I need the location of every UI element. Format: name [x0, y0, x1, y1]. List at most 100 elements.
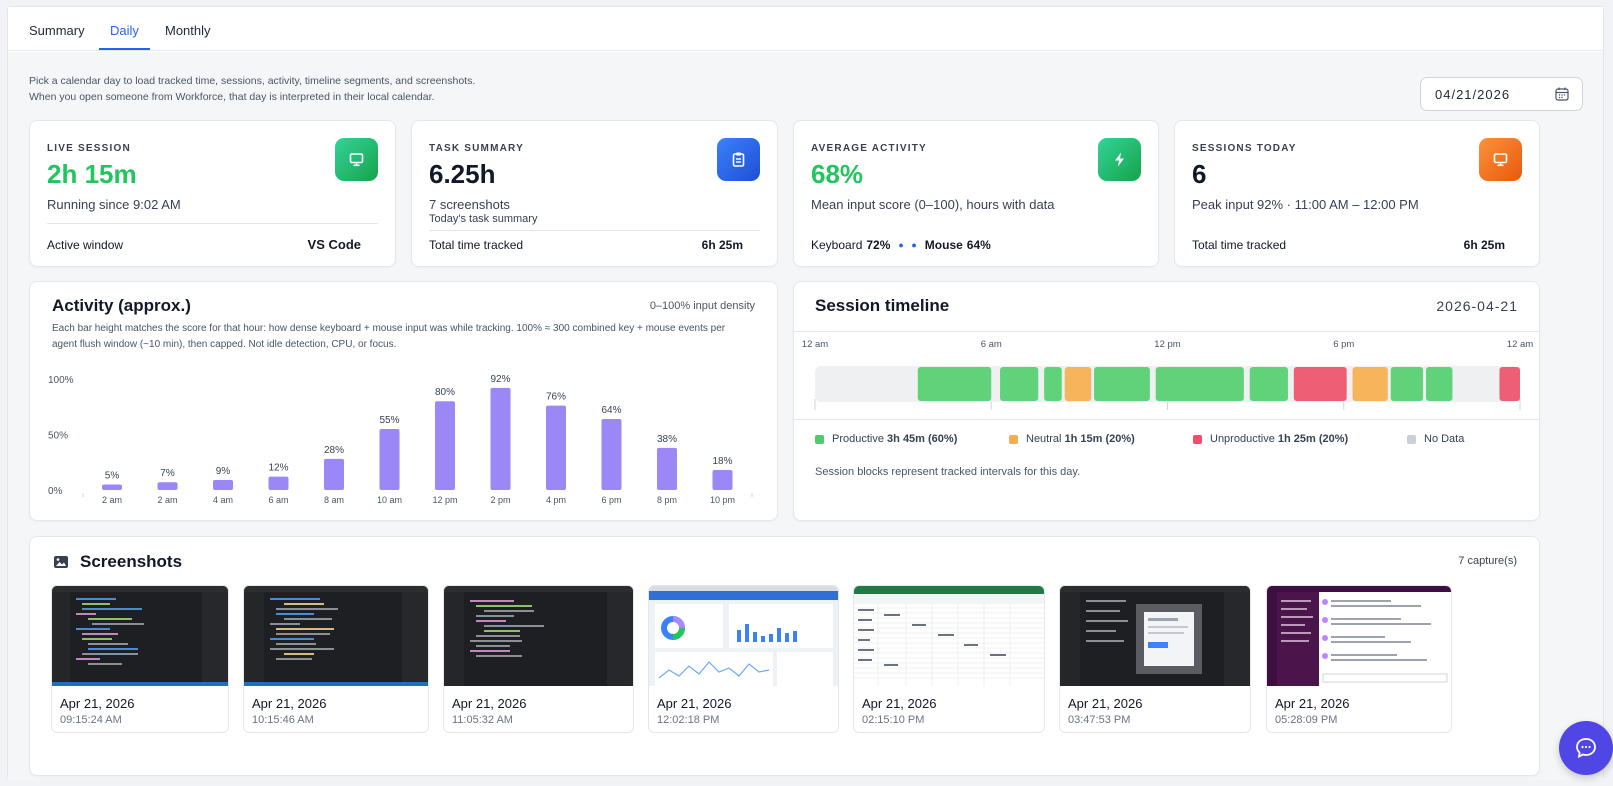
- session-block-productive[interactable]: [1000, 367, 1039, 401]
- stat-footer: Active window VS Code: [47, 237, 378, 252]
- activity-bar[interactable]: [213, 480, 233, 490]
- screenshot-card[interactable]: Apr 21, 2026 02:15:10 PM: [853, 585, 1045, 733]
- legend-label: Unproductive: [1210, 433, 1275, 445]
- session-block-neutral[interactable]: [1352, 367, 1388, 401]
- screenshot-time: 12:02:18 PM: [657, 714, 720, 726]
- timeline-tick-label: 12 am: [1507, 339, 1533, 350]
- input-breakdown: Keyboard 72% ● ● Mouse 64%: [811, 238, 1141, 252]
- session-block-unproductive[interactable]: [1293, 367, 1347, 401]
- date-picker[interactable]: 04/21/2026: [1420, 77, 1583, 111]
- stat-caption: Today's task summary: [429, 213, 538, 225]
- stat-label: SESSIONS TODAY: [1192, 143, 1297, 154]
- session-block-productive[interactable]: [917, 367, 992, 401]
- intro-line: Pick a calendar day to load tracked time…: [29, 75, 476, 87]
- divider: [794, 331, 1539, 332]
- screenshot-date: Apr 21, 2026: [1275, 696, 1350, 711]
- session-block-productive[interactable]: [1390, 367, 1424, 401]
- code-editor-thumbnail: [244, 586, 428, 686]
- y-tick-label: 0%: [48, 486, 63, 497]
- screenshot-thumbnail[interactable]: [244, 586, 428, 686]
- screenshot-time: 02:15:10 PM: [862, 714, 925, 726]
- bar-value-label: 5%: [105, 470, 120, 481]
- screenshot-thumbnail[interactable]: [52, 586, 228, 686]
- activity-bar[interactable]: [435, 401, 455, 490]
- legend-value: 3h 45m (60%): [887, 433, 958, 445]
- timeline-tick-label: 12 pm: [1154, 339, 1180, 350]
- bar-value-label: 92%: [490, 374, 510, 385]
- legend-unproductive: Unproductive 1h 25m (20%): [1193, 433, 1348, 445]
- image-icon: [54, 556, 68, 568]
- session-timeline-card: Session timeline 2026-04-21 12 am 6 am 12 …: [793, 281, 1540, 521]
- bar-value-label: 9%: [216, 466, 231, 477]
- tab-monthly[interactable]: Monthly: [165, 23, 211, 38]
- screenshot-thumbnail[interactable]: [1267, 586, 1451, 686]
- chart-description: Each bar height matches the score for th…: [52, 323, 726, 350]
- capture-count: 7 capture(s): [1458, 555, 1517, 567]
- activity-bar[interactable]: [657, 447, 677, 490]
- activity-bar[interactable]: [712, 470, 733, 490]
- activity-bar[interactable]: [601, 418, 622, 490]
- stat-label: TASK SUMMARY: [429, 143, 524, 154]
- legend-swatch: [1193, 434, 1202, 444]
- screenshot-date: Apr 21, 2026: [862, 696, 937, 711]
- calendar-icon[interactable]: [1555, 87, 1569, 101]
- activity-bar[interactable]: [102, 484, 122, 490]
- screenshot-card[interactable]: Apr 21, 2026 09:15:24 AM: [51, 585, 229, 733]
- chat-bubble-icon: [1576, 738, 1596, 759]
- timeline-tick-label: 6 pm: [1333, 339, 1354, 350]
- tab-summary[interactable]: Summary: [29, 23, 85, 38]
- screenshot-date: Apr 21, 2026: [60, 696, 135, 711]
- activity-bar[interactable]: [157, 482, 178, 490]
- stat-value: 68%: [811, 159, 864, 189]
- stat-subtitle: Peak input 92% · 11:00 AM – 12:00 PM: [1192, 197, 1419, 212]
- x-tick-label: 2 am: [157, 495, 177, 505]
- legend-neutral: Neutral 1h 15m (20%): [1009, 433, 1135, 445]
- bar-value-label: 64%: [601, 405, 621, 416]
- average-activity-card: AVERAGE ACTIVITY 68% Mean input score (0…: [793, 120, 1159, 267]
- x-tick-label: 10 am: [377, 495, 402, 505]
- session-block-productive[interactable]: [1249, 367, 1288, 401]
- screenshot-card[interactable]: Apr 21, 2026 11:05:32 AM: [443, 585, 634, 733]
- activity-bar[interactable]: [379, 428, 400, 490]
- session-block-productive[interactable]: [1426, 367, 1453, 401]
- x-tick-label: 6 pm: [601, 495, 621, 505]
- screenshot-date: Apr 21, 2026: [252, 696, 327, 711]
- screenshot-thumbnail[interactable]: [1060, 586, 1250, 686]
- screenshot-date: Apr 21, 2026: [452, 696, 527, 711]
- screenshot-card[interactable]: Apr 21, 2026 10:15:46 AM: [243, 585, 429, 733]
- session-block-neutral[interactable]: [1064, 367, 1092, 401]
- screenshot-thumbnail[interactable]: [854, 586, 1044, 686]
- screenshot-card[interactable]: Apr 21, 2026 05:28:09 PM: [1266, 585, 1452, 733]
- total-time-value: 6h 25m: [701, 238, 743, 252]
- session-block-productive[interactable]: [1094, 367, 1150, 401]
- session-block-productive[interactable]: [1155, 367, 1244, 401]
- tab-daily[interactable]: Daily: [99, 23, 150, 50]
- monitor-icon: [335, 138, 378, 181]
- stat-label: AVERAGE ACTIVITY: [811, 143, 927, 154]
- dot-separator: ● ●: [898, 240, 917, 250]
- activity-bar[interactable]: [490, 387, 511, 490]
- activity-bar[interactable]: [546, 405, 566, 490]
- stat-subtitle: Mean input score (0–100), hours with dat…: [811, 197, 1055, 212]
- session-block-productive[interactable]: [1044, 367, 1062, 401]
- code-browser-thumbnail: [1060, 586, 1250, 686]
- x-tick-label: 4 pm: [546, 495, 566, 505]
- activity-bar[interactable]: [324, 458, 344, 490]
- screenshot-card[interactable]: Apr 21, 2026 03:47:53 PM: [1059, 585, 1251, 733]
- screenshot-thumbnail[interactable]: [444, 586, 633, 686]
- keyboard-value: 72%: [866, 238, 891, 252]
- screenshot-card[interactable]: Apr 21, 2026 12:02:18 PM: [648, 585, 839, 733]
- stat-value: 6.25h: [429, 159, 496, 189]
- activity-bar[interactable]: [268, 476, 289, 490]
- session-block-unproductive[interactable]: [1499, 367, 1520, 401]
- screenshot-time: 05:28:09 PM: [1275, 714, 1338, 726]
- screenshot-thumbnail[interactable]: [649, 586, 838, 686]
- legend-swatch: [815, 434, 824, 444]
- chat-launcher-button[interactable]: [1559, 721, 1613, 775]
- stat-footer: Total time tracked 6h 25m: [429, 238, 760, 252]
- screenshots-title: Screenshots: [80, 552, 183, 571]
- timeline-title: Session timeline: [815, 296, 950, 315]
- bar-value-label: 76%: [546, 392, 566, 403]
- daily-report-panel: Summary Daily Monthly Pick a calendar da…: [7, 6, 1604, 780]
- total-time-value: 6h 25m: [1463, 238, 1505, 252]
